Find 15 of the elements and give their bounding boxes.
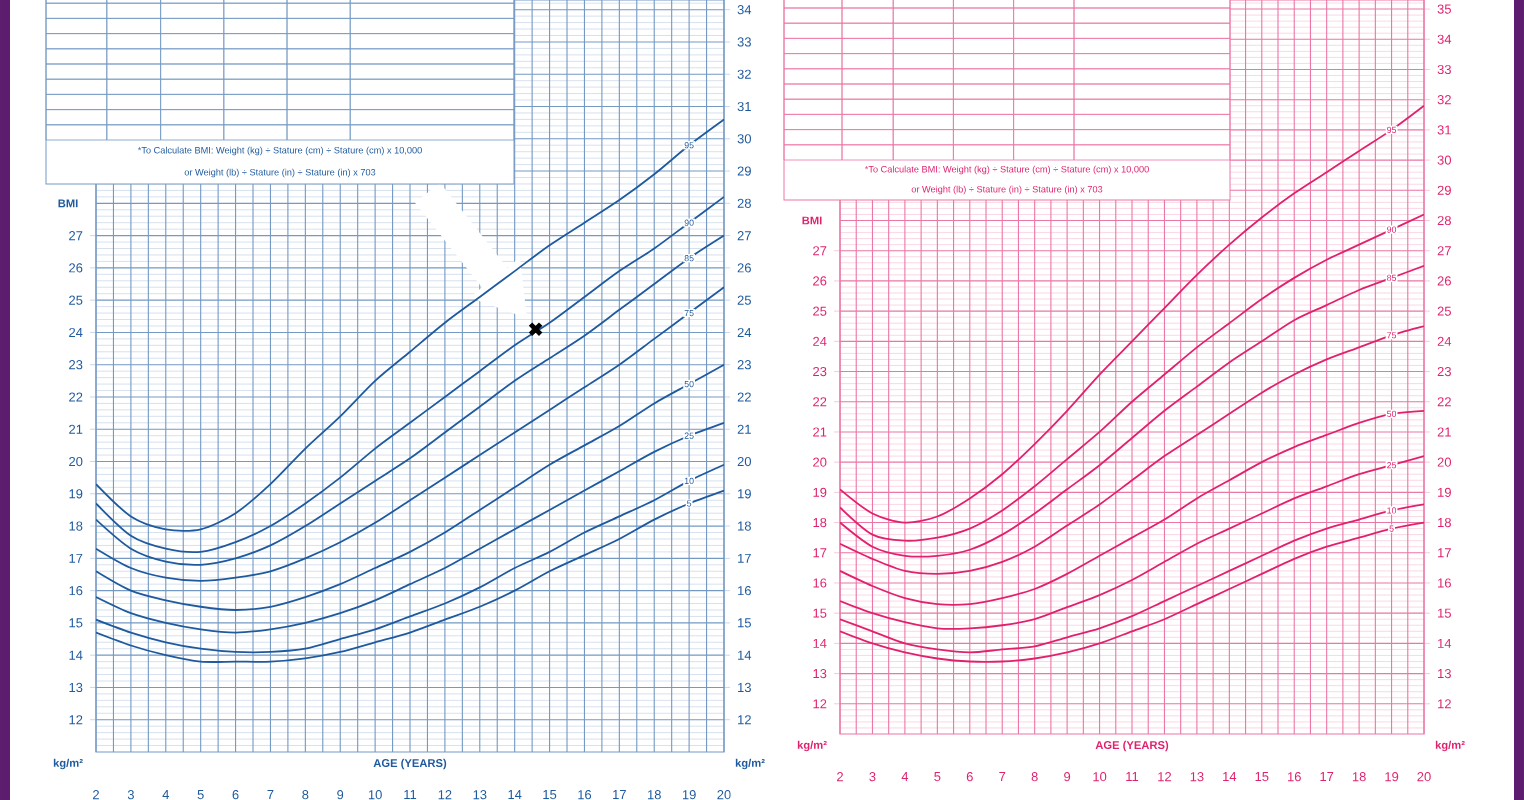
line-series (96, 118, 725, 532)
line-series (840, 503, 1425, 654)
line-series (96, 363, 725, 611)
line-series (840, 104, 1425, 524)
line-series (96, 463, 725, 654)
line-series (840, 213, 1425, 542)
line-series (840, 521, 1425, 663)
line-series (96, 421, 725, 634)
line-series (840, 264, 1425, 558)
line-series (96, 489, 725, 663)
point (528, 321, 544, 337)
line-series (840, 455, 1425, 630)
line-series (840, 325, 1425, 575)
line-series (840, 409, 1425, 606)
line-series (96, 286, 725, 582)
